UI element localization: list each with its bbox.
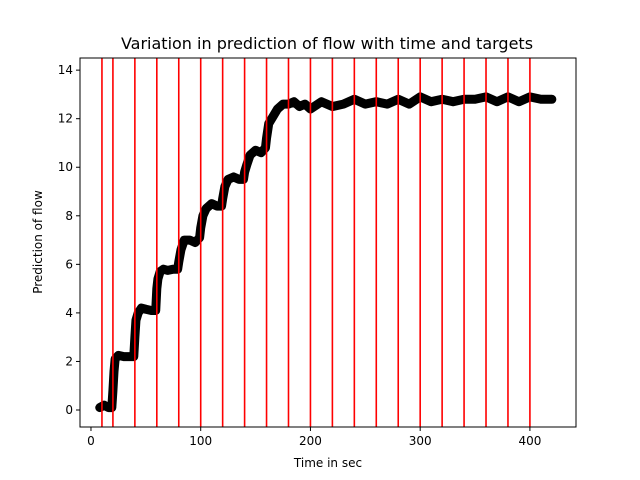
y-axis-label: Prediction of flow — [31, 190, 45, 294]
y-tick-label-4: 8 — [65, 209, 73, 223]
y-tick-label-7: 14 — [58, 63, 73, 77]
series-line-0 — [95, 92, 557, 413]
y-tick-label-1: 2 — [65, 354, 73, 368]
chart-title: Variation in prediction of flow with tim… — [121, 34, 533, 53]
x-tick-label-0: 0 — [87, 434, 95, 448]
x-tick-label-2: 200 — [299, 434, 322, 448]
axes-frame — [79, 57, 577, 428]
x-tick-label-4: 400 — [518, 434, 541, 448]
plot-area — [95, 58, 557, 427]
x-tick-label-1: 100 — [189, 434, 212, 448]
y-tick-label-5: 10 — [58, 160, 73, 174]
y-tick-label-0: 0 — [65, 403, 73, 417]
x-tick-label-3: 300 — [409, 434, 432, 448]
x-axis-label: Time in sec — [293, 456, 362, 470]
y-tick-label-6: 12 — [58, 112, 73, 126]
y-tick-label-3: 6 — [65, 257, 73, 271]
y-tick-label-2: 4 — [65, 306, 73, 320]
axis-ticks: 0 100 200 300 400 0 2 4 6 8 10 12 14 — [58, 63, 542, 448]
